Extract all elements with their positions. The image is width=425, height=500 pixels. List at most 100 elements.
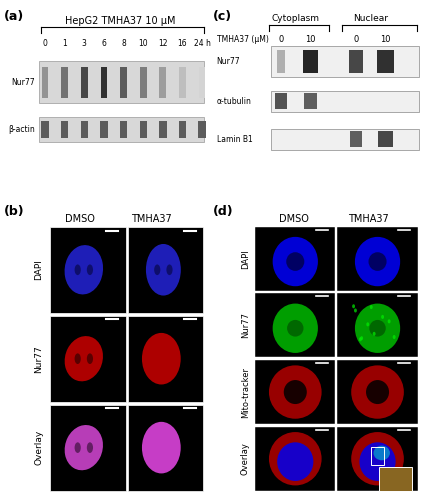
- Ellipse shape: [65, 336, 103, 382]
- Ellipse shape: [277, 442, 313, 481]
- Text: 16: 16: [178, 38, 187, 48]
- Ellipse shape: [374, 446, 390, 460]
- Ellipse shape: [355, 304, 400, 353]
- Ellipse shape: [273, 304, 318, 353]
- FancyBboxPatch shape: [128, 316, 203, 402]
- Ellipse shape: [154, 264, 160, 275]
- Text: 0: 0: [42, 38, 48, 48]
- Ellipse shape: [284, 380, 307, 404]
- FancyBboxPatch shape: [41, 121, 49, 138]
- Circle shape: [352, 304, 355, 308]
- Text: 3: 3: [82, 38, 87, 48]
- Text: Nuclear: Nuclear: [353, 14, 388, 23]
- FancyBboxPatch shape: [199, 66, 206, 98]
- FancyBboxPatch shape: [255, 427, 335, 490]
- Ellipse shape: [65, 425, 103, 470]
- Text: Nur77: Nur77: [241, 312, 250, 338]
- Text: TMHA37: TMHA37: [131, 214, 172, 224]
- FancyBboxPatch shape: [50, 316, 126, 402]
- Text: 10: 10: [139, 38, 148, 48]
- Ellipse shape: [87, 354, 93, 364]
- Text: 10: 10: [305, 34, 316, 43]
- FancyBboxPatch shape: [39, 62, 204, 103]
- Ellipse shape: [369, 320, 386, 336]
- FancyBboxPatch shape: [120, 66, 127, 98]
- Circle shape: [354, 308, 357, 312]
- Circle shape: [370, 305, 373, 309]
- Text: TMHA37 (μM): TMHA37 (μM): [217, 34, 269, 43]
- Ellipse shape: [360, 442, 396, 481]
- FancyBboxPatch shape: [255, 227, 335, 290]
- FancyBboxPatch shape: [377, 50, 394, 73]
- FancyBboxPatch shape: [42, 66, 48, 98]
- FancyBboxPatch shape: [349, 50, 363, 73]
- Ellipse shape: [269, 366, 322, 418]
- Ellipse shape: [142, 422, 181, 474]
- Text: 12: 12: [158, 38, 167, 48]
- FancyBboxPatch shape: [81, 66, 88, 98]
- Ellipse shape: [351, 432, 404, 486]
- Circle shape: [359, 338, 362, 342]
- Text: Nur77: Nur77: [11, 78, 35, 86]
- Ellipse shape: [75, 442, 81, 453]
- FancyBboxPatch shape: [128, 404, 203, 490]
- FancyBboxPatch shape: [255, 294, 335, 357]
- FancyBboxPatch shape: [61, 121, 68, 138]
- Text: (d): (d): [212, 205, 233, 218]
- FancyBboxPatch shape: [304, 94, 317, 109]
- Ellipse shape: [87, 442, 93, 453]
- Text: 10: 10: [380, 34, 391, 43]
- Ellipse shape: [75, 354, 81, 364]
- FancyBboxPatch shape: [81, 121, 88, 138]
- Ellipse shape: [368, 252, 387, 271]
- Text: 6: 6: [102, 38, 106, 48]
- Text: (c): (c): [212, 10, 232, 23]
- FancyBboxPatch shape: [100, 121, 108, 138]
- Text: Nur77: Nur77: [217, 57, 240, 66]
- Text: 0: 0: [279, 34, 284, 43]
- FancyBboxPatch shape: [271, 91, 419, 112]
- Ellipse shape: [146, 244, 181, 296]
- Ellipse shape: [167, 264, 173, 275]
- Text: HepG2 TMHA37 10 μM: HepG2 TMHA37 10 μM: [65, 16, 176, 26]
- Text: β-actin: β-actin: [8, 125, 35, 134]
- FancyBboxPatch shape: [179, 121, 186, 138]
- FancyBboxPatch shape: [101, 66, 108, 98]
- Text: (a): (a): [4, 10, 25, 23]
- FancyBboxPatch shape: [39, 118, 204, 142]
- Text: Overlay: Overlay: [241, 442, 250, 475]
- Text: DMSO: DMSO: [279, 214, 309, 224]
- FancyBboxPatch shape: [50, 227, 126, 313]
- FancyBboxPatch shape: [159, 66, 166, 98]
- FancyBboxPatch shape: [277, 50, 285, 73]
- Circle shape: [373, 332, 376, 336]
- FancyBboxPatch shape: [337, 227, 418, 290]
- FancyBboxPatch shape: [337, 360, 418, 424]
- FancyBboxPatch shape: [139, 121, 147, 138]
- Circle shape: [366, 322, 369, 326]
- Text: DMSO: DMSO: [65, 214, 95, 224]
- Ellipse shape: [65, 245, 103, 294]
- FancyBboxPatch shape: [50, 404, 126, 490]
- FancyBboxPatch shape: [378, 132, 393, 147]
- FancyBboxPatch shape: [61, 66, 68, 98]
- Ellipse shape: [273, 237, 318, 286]
- FancyBboxPatch shape: [337, 427, 418, 490]
- Text: Overlay: Overlay: [34, 430, 43, 466]
- Text: DAPI: DAPI: [34, 260, 43, 280]
- Text: 24 h: 24 h: [194, 38, 210, 48]
- Circle shape: [360, 336, 363, 340]
- FancyBboxPatch shape: [271, 46, 419, 76]
- FancyBboxPatch shape: [159, 121, 167, 138]
- Circle shape: [381, 315, 384, 319]
- FancyBboxPatch shape: [379, 466, 412, 490]
- Ellipse shape: [142, 333, 181, 384]
- Text: TMHA37: TMHA37: [348, 214, 389, 224]
- Text: α-tubulin: α-tubulin: [217, 96, 252, 106]
- Ellipse shape: [75, 264, 81, 275]
- Text: Mito-tracker: Mito-tracker: [241, 366, 250, 418]
- FancyBboxPatch shape: [128, 227, 203, 313]
- FancyBboxPatch shape: [275, 94, 287, 109]
- Text: Cytoplasm: Cytoplasm: [272, 14, 320, 23]
- Text: 8: 8: [121, 38, 126, 48]
